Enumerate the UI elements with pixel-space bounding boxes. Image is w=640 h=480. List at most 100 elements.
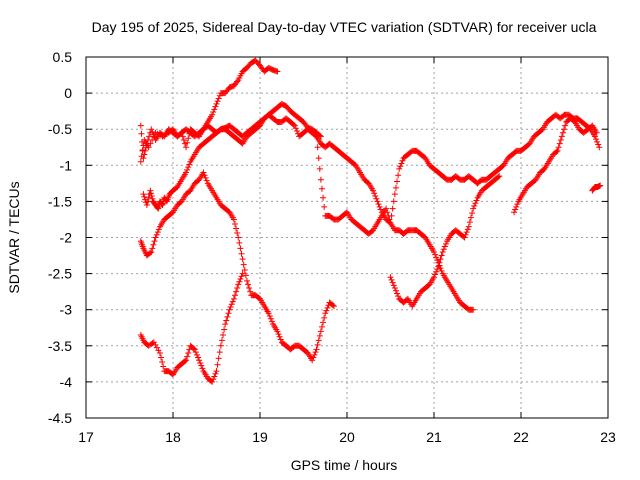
data-point xyxy=(142,147,149,154)
data-point xyxy=(291,122,298,129)
data-point xyxy=(149,195,156,202)
data-point xyxy=(562,122,569,129)
data-point xyxy=(470,306,477,313)
data-point xyxy=(313,133,320,140)
data-point xyxy=(158,354,165,361)
data-point xyxy=(558,133,565,140)
data-point xyxy=(275,331,282,338)
data-point xyxy=(141,193,148,200)
data-point xyxy=(438,252,445,259)
data-point xyxy=(470,205,477,212)
series-track-2 xyxy=(137,111,603,227)
data-point xyxy=(224,313,231,320)
data-point xyxy=(390,282,397,289)
data-point xyxy=(155,226,162,233)
data-point xyxy=(441,243,448,250)
data-point xyxy=(211,373,218,380)
data-point xyxy=(292,125,299,132)
y-tick-label: -2.5 xyxy=(48,266,72,282)
data-point xyxy=(245,281,252,288)
data-point xyxy=(556,140,563,147)
data-point xyxy=(180,137,187,144)
y-tick-labels: 0.5 0 -0.5 -1 -1.5 -2 -2.5 -3 -3.5 -4 -4.5 xyxy=(48,49,72,426)
data-point xyxy=(195,354,202,361)
x-tick-label: 23 xyxy=(600,429,616,445)
data-point xyxy=(512,206,519,213)
data-point xyxy=(192,349,199,356)
data-point xyxy=(231,292,238,299)
series-track-9 xyxy=(589,182,604,194)
data-point xyxy=(148,126,155,133)
y-tick-label: 0 xyxy=(64,85,72,101)
data-point xyxy=(394,178,401,185)
data-point xyxy=(144,137,151,144)
data-point xyxy=(391,191,398,198)
data-point xyxy=(233,288,240,295)
plot-frame xyxy=(85,56,609,419)
data-point xyxy=(437,256,444,263)
data-point xyxy=(149,245,156,252)
data-point xyxy=(554,147,561,154)
data-point xyxy=(377,206,384,213)
data-point xyxy=(310,354,317,361)
y-axis-label: SDTVAR / TECUs xyxy=(6,181,22,293)
y-tick-label: 0.5 xyxy=(53,49,73,65)
data-point xyxy=(591,133,598,140)
data-point xyxy=(234,285,241,292)
data-point xyxy=(138,130,145,137)
data-point xyxy=(311,351,318,358)
data-point xyxy=(143,140,150,147)
data-point xyxy=(315,337,322,344)
data-point xyxy=(389,279,396,286)
data-point xyxy=(209,378,216,385)
data-point xyxy=(391,285,398,292)
data-point xyxy=(316,132,323,139)
data-point xyxy=(268,318,275,325)
grid-layer xyxy=(86,57,608,418)
data-point xyxy=(466,219,473,226)
data-point xyxy=(183,169,190,176)
data-point xyxy=(461,234,468,241)
data-point xyxy=(559,129,566,136)
data-point xyxy=(593,136,600,143)
data-point xyxy=(139,138,146,145)
data-point xyxy=(320,194,327,201)
data-point xyxy=(214,361,221,368)
data-point xyxy=(240,261,247,268)
data-point xyxy=(148,190,155,197)
data-point xyxy=(230,216,237,223)
data-point xyxy=(186,161,193,168)
data-point xyxy=(317,328,324,335)
data-point xyxy=(160,363,167,370)
data-point xyxy=(190,345,197,352)
data-point xyxy=(199,365,206,372)
data-point xyxy=(211,106,218,113)
data-point xyxy=(462,231,469,238)
data-point xyxy=(225,310,232,317)
data-point xyxy=(191,346,198,353)
x-tick-label: 19 xyxy=(252,429,268,445)
data-point xyxy=(141,151,148,158)
data-point xyxy=(237,276,244,283)
data-point xyxy=(236,278,243,285)
data-point xyxy=(309,357,316,364)
x-tick-labels: 17 18 19 20 21 22 23 xyxy=(78,429,616,445)
data-point xyxy=(596,144,603,151)
data-point xyxy=(210,376,217,383)
data-point xyxy=(277,336,284,343)
data-point xyxy=(153,231,160,238)
data-point xyxy=(184,166,191,173)
data-point xyxy=(434,266,441,273)
data-point xyxy=(594,138,601,145)
data-point xyxy=(247,288,254,295)
y-tick-label: -3 xyxy=(60,302,73,318)
data-point xyxy=(223,317,230,324)
data-point xyxy=(442,240,449,247)
data-point xyxy=(143,202,150,209)
data-point xyxy=(329,302,336,309)
x-tick-label: 20 xyxy=(339,429,355,445)
y-tick-label: -4 xyxy=(60,374,73,390)
data-point xyxy=(140,155,147,162)
data-point xyxy=(184,353,191,360)
data-point xyxy=(432,251,439,258)
